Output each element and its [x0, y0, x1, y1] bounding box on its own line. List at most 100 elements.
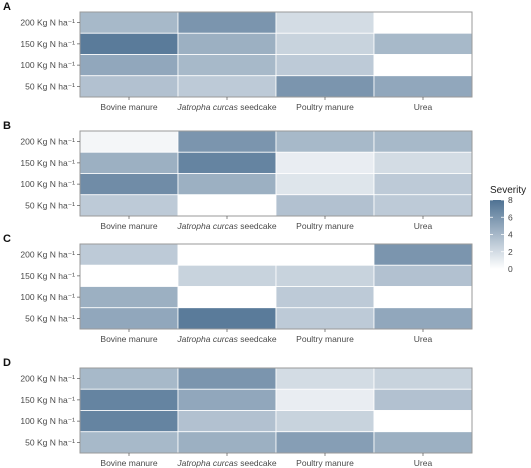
- panel-frame: [79, 367, 473, 454]
- heatmap-cell: [275, 151, 375, 174]
- heatmap-cell: [373, 75, 473, 98]
- heatmap-panel-d: D 200 Kg N ha⁻¹ 150 Kg N ha⁻¹ 100 Kg N ha⁻¹…: [3, 357, 473, 468]
- y-tick-label: 200 Kg N ha⁻¹: [20, 374, 75, 384]
- heatmap-panel-a: A 200 Kg N ha⁻¹ 150 Kg N ha⁻¹ 100 Kg N ha⁻¹…: [3, 1, 473, 112]
- heatmap-cell: [373, 151, 473, 174]
- heatmap-cell: [79, 243, 179, 266]
- heatmap-cell: [373, 54, 473, 77]
- x-tick-label: Poultry manure: [296, 102, 354, 112]
- heatmap-cell: [79, 388, 179, 411]
- heatmap-cell: [177, 388, 277, 411]
- y-tick-label: 100 Kg N ha⁻¹: [20, 60, 75, 70]
- heatmap-panel-c: C 200 Kg N ha⁻¹ 150 Kg N ha⁻¹ 100 Kg N ha⁻¹…: [3, 233, 473, 344]
- x-tick-label: Urea: [414, 102, 433, 112]
- legend-tick-label: 6: [508, 212, 513, 222]
- heatmap-cell: [79, 410, 179, 433]
- heatmap-cell: [275, 54, 375, 77]
- heatmap-cell: [373, 431, 473, 454]
- panels-group: A 200 Kg N ha⁻¹ 150 Kg N ha⁻¹ 100 Kg N ha⁻¹…: [3, 1, 473, 468]
- x-tick-label: Poultry manure: [296, 334, 354, 344]
- x-tick-label: Jatropha curcas seedcake: [176, 458, 277, 468]
- heatmap-cell: [373, 388, 473, 411]
- heatmap-cell: [373, 130, 473, 153]
- x-tick-label: Bovine manure: [100, 458, 157, 468]
- heatmap-cell: [79, 151, 179, 174]
- heatmap-cell: [275, 388, 375, 411]
- heatmap-cell: [177, 54, 277, 77]
- heatmap-cell: [373, 264, 473, 287]
- heatmap-cell: [79, 11, 179, 34]
- y-tick-label: 50 Kg N ha⁻¹: [25, 437, 75, 447]
- y-tick-label: 100 Kg N ha⁻¹: [20, 179, 75, 189]
- heatmap-cell: [275, 264, 375, 287]
- heatmap-cell: [373, 194, 473, 217]
- panel-label: D: [3, 357, 11, 369]
- heatmap-cell: [177, 11, 277, 34]
- heatmap-cell: [177, 243, 277, 266]
- legend-tick-label: 0: [508, 264, 513, 274]
- legend-ticks: 0 2 4 6 8: [490, 195, 513, 274]
- heatmap-cell: [79, 54, 179, 77]
- heatmap-cell: [79, 264, 179, 287]
- y-tick-label: 150 Kg N ha⁻¹: [20, 271, 75, 281]
- y-tick-label: 100 Kg N ha⁻¹: [20, 292, 75, 302]
- heatmap-cell: [177, 75, 277, 98]
- x-tick-label: Poultry manure: [296, 221, 354, 231]
- x-tick-label: Bovine manure: [100, 334, 157, 344]
- heatmap-cell: [275, 75, 375, 98]
- y-tick-label: 150 Kg N ha⁻¹: [20, 158, 75, 168]
- heatmap-cell: [373, 410, 473, 433]
- legend-tick-label: 4: [508, 230, 513, 240]
- y-tick-label: 200 Kg N ha⁻¹: [20, 137, 75, 147]
- heatmap-cell: [177, 151, 277, 174]
- x-tick-label: Urea: [414, 221, 433, 231]
- heatmap-cell: [373, 32, 473, 55]
- heatmap-cell: [177, 130, 277, 153]
- legend-tick-label: 8: [508, 195, 513, 205]
- heatmap-cell: [373, 11, 473, 34]
- heatmap-panel-b: B 200 Kg N ha⁻¹ 150 Kg N ha⁻¹ 100 Kg N ha⁻¹…: [3, 120, 473, 231]
- heatmap-cell: [373, 173, 473, 196]
- legend-title: Severity: [490, 185, 526, 196]
- y-tick-label: 100 Kg N ha⁻¹: [20, 416, 75, 426]
- heatmap-cell: [275, 307, 375, 330]
- heatmap-cell: [79, 367, 179, 390]
- heatmap-cell: [79, 431, 179, 454]
- x-tick-label: Jatropha curcas seedcake: [176, 334, 277, 344]
- heatmap-cell: [275, 194, 375, 217]
- severity-legend: Severity 0 2 4 6 8: [490, 185, 526, 274]
- heatmap-cell: [177, 194, 277, 217]
- panel-frame: [79, 11, 473, 98]
- heatmap-cell: [177, 264, 277, 287]
- heatmap-cell: [79, 307, 179, 330]
- heatmap-cell: [177, 32, 277, 55]
- heatmap-cell: [275, 173, 375, 196]
- heatmap-cell: [79, 130, 179, 153]
- x-tick-label: Urea: [414, 458, 433, 468]
- heatmap-cell: [79, 173, 179, 196]
- heatmap-cell: [275, 11, 375, 34]
- panel-frame: [79, 243, 473, 330]
- x-tick-label: Bovine manure: [100, 102, 157, 112]
- heatmap-cell: [275, 286, 375, 309]
- heatmap-cell: [177, 173, 277, 196]
- legend-tick-label: 2: [508, 247, 513, 257]
- x-tick-label: Bovine manure: [100, 221, 157, 231]
- panel-label: A: [3, 1, 11, 13]
- heatmap-cell: [373, 307, 473, 330]
- heatmap-cell: [275, 367, 375, 390]
- x-tick-label: Jatropha curcas seedcake: [176, 221, 277, 231]
- y-tick-label: 50 Kg N ha⁻¹: [25, 81, 75, 91]
- heatmap-cell: [373, 286, 473, 309]
- x-tick-label: Poultry manure: [296, 458, 354, 468]
- heatmap-cell: [275, 431, 375, 454]
- heatmap-cell: [373, 367, 473, 390]
- heatmap-cell: [177, 431, 277, 454]
- heatmap-cell: [79, 75, 179, 98]
- heatmap-cell: [275, 243, 375, 266]
- panel-label: C: [3, 233, 11, 245]
- heatmap-cell: [79, 32, 179, 55]
- heatmap-cell: [373, 243, 473, 266]
- y-tick-label: 150 Kg N ha⁻¹: [20, 395, 75, 405]
- heatmap-cell: [79, 286, 179, 309]
